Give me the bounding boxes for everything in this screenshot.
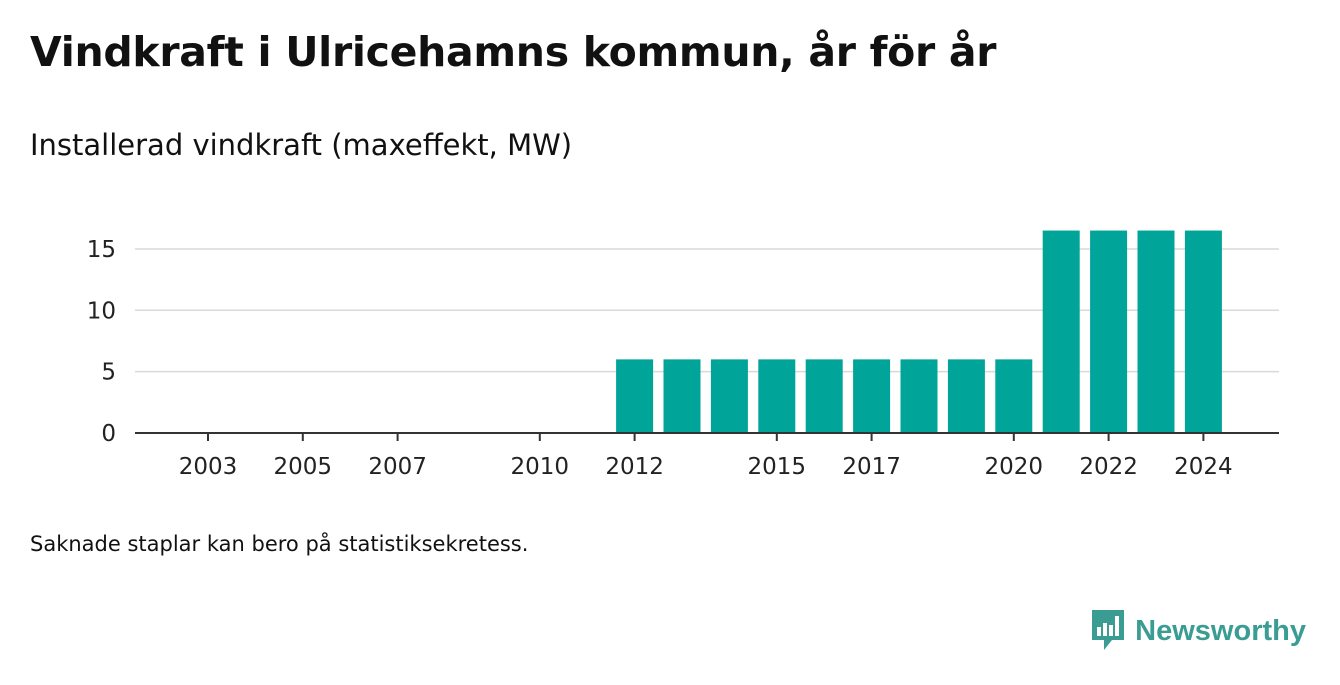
footnote: Saknade staplar kan bero på statistiksek… [30, 532, 529, 556]
y-tick-label: 15 [87, 237, 116, 263]
bar-chart: 2003 2005 2007 2010 2012 2015 2017 2020 2022 2024… [87, 230, 1279, 480]
x-tick-label: 2010 [511, 454, 570, 480]
brand-name: Newsworthy [1135, 614, 1306, 647]
bar-2019 [947, 359, 985, 433]
x-tick-label: 2005 [274, 454, 333, 480]
x-tick-label: 2007 [368, 454, 427, 480]
bar-2016 [805, 359, 843, 433]
y-tick-label: 0 [101, 421, 116, 447]
brand-logo: Newsworthy [1090, 610, 1306, 652]
chart-title: Vindkraft i Ulricehamns kommun, år för å… [30, 28, 997, 76]
chart-subtitle: Installerad vindkraft (maxeffekt, MW) [30, 128, 573, 162]
bar-2024 [1184, 230, 1222, 433]
bar-2012 [616, 359, 654, 433]
bar-2013 [663, 359, 701, 433]
x-axis-ticks: 2003 2005 2007 2010 2012 2015 2017 2020 2022 2024 [179, 433, 1233, 480]
x-tick-label: 2020 [985, 454, 1044, 480]
bar-2015 [758, 359, 796, 433]
x-tick-label: 2024 [1174, 454, 1233, 480]
x-tick-label: 2012 [605, 454, 664, 480]
bar-2022 [1090, 230, 1128, 433]
x-tick-label: 2015 [748, 454, 807, 480]
y-tick-label: 10 [87, 298, 116, 324]
newsworthy-logo-icon [1092, 610, 1125, 650]
gridlines [135, 248, 1279, 373]
x-tick-label: 2017 [842, 454, 901, 480]
bar-2018 [900, 359, 938, 433]
y-axis-ticks: 0 5 10 15 [87, 237, 116, 447]
bar-2021 [1042, 230, 1080, 433]
bar-2017 [853, 359, 891, 433]
bar-2020 [995, 359, 1033, 433]
bar-2023 [1137, 230, 1175, 433]
y-tick-label: 5 [101, 360, 116, 386]
bars [616, 230, 1222, 433]
bar-2014 [710, 359, 748, 433]
x-tick-label: 2022 [1079, 454, 1138, 480]
x-tick-label: 2003 [179, 454, 238, 480]
